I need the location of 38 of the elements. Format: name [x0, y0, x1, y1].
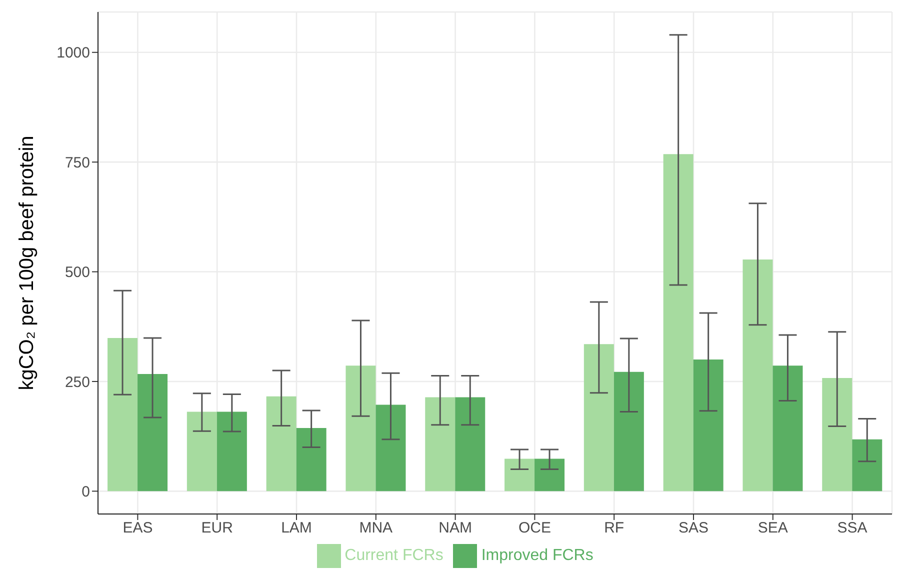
- y-tick-label: 0: [82, 484, 90, 501]
- x-tick-label: LAM: [281, 520, 312, 537]
- x-tick-label: NAM: [438, 520, 472, 537]
- bar: [663, 154, 694, 492]
- bar: [108, 338, 138, 492]
- bar: [772, 366, 803, 492]
- bar: [425, 397, 456, 492]
- x-tick-label: EAS: [122, 520, 153, 537]
- x-tick-label: SEA: [758, 520, 788, 537]
- y-tick-label: 250: [64, 374, 90, 391]
- bar: [186, 412, 217, 492]
- bar: [266, 396, 296, 492]
- bar: [693, 360, 724, 492]
- legend-label: Improved FCRs: [481, 547, 594, 564]
- bar: [822, 378, 852, 492]
- bar: [614, 372, 644, 492]
- bar: [376, 404, 406, 492]
- legend-label: Current FCRs: [344, 547, 444, 564]
- y-tick-label: 500: [64, 264, 90, 282]
- y-tick-label: 1000: [56, 44, 90, 62]
- bar: [852, 439, 882, 492]
- bar: [296, 428, 326, 492]
- x-tick-label: EUR: [201, 520, 234, 537]
- bar: [584, 344, 614, 492]
- bar: [742, 259, 773, 492]
- bar: [346, 366, 376, 492]
- bar: [216, 412, 247, 492]
- y-axis-title: kgCO₂ per 100g beef protein: [16, 136, 38, 390]
- bar: [534, 458, 565, 492]
- bar: [504, 458, 535, 492]
- x-tick-label: OCE: [518, 520, 551, 537]
- x-tick-label: RF: [604, 520, 624, 537]
- bar: [455, 397, 486, 492]
- x-tick-label: SSA: [837, 520, 868, 537]
- y-tick-label: 750: [64, 154, 90, 172]
- bar: [138, 374, 168, 492]
- x-tick-label: SAS: [678, 520, 709, 537]
- x-tick-label: MNA: [359, 520, 393, 537]
